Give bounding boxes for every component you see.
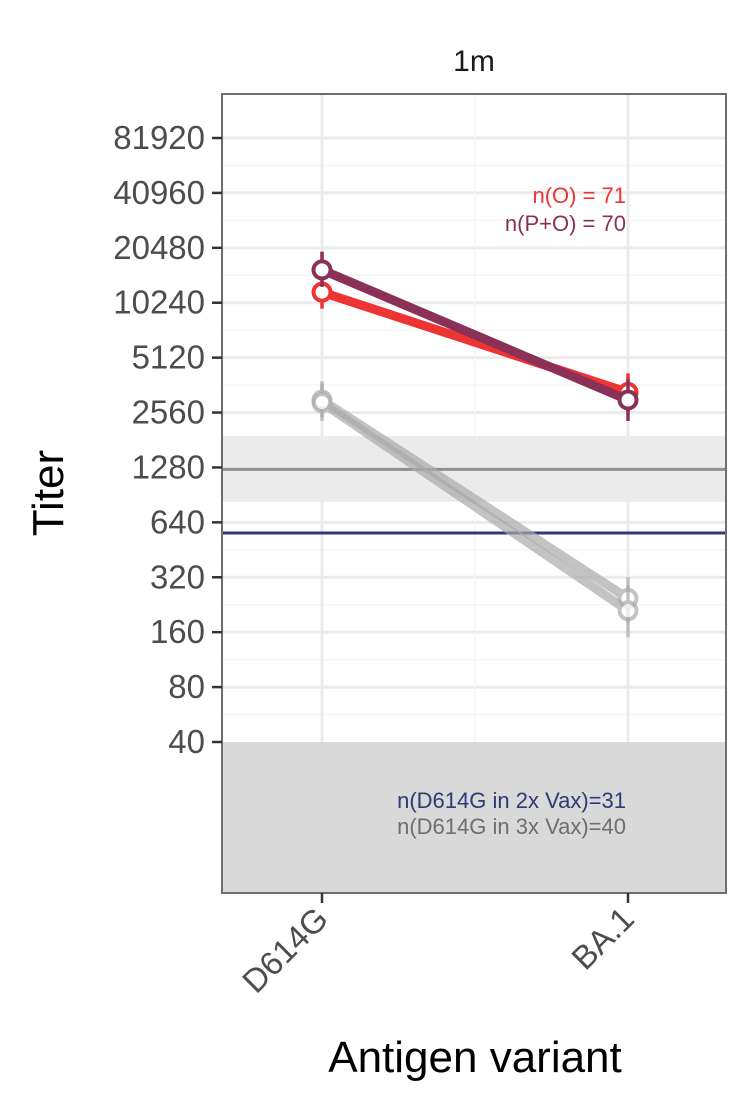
y-axis-title: Titer [24,450,73,536]
series-lines [311,251,639,638]
y-tick-label: 640 [150,503,205,540]
series-line [317,398,633,616]
data-point [311,259,333,281]
data-point [617,600,639,622]
y-tick-label: 20480 [113,229,205,266]
y-tick-label: 80 [168,668,205,705]
series-line [317,265,633,405]
facet-label: 1m [453,45,495,78]
chart-text: 1m Titer Antigen variant n(O) = 71 n(P+O… [24,45,626,1082]
y-tick-label: 160 [150,613,205,650]
y-tick-label: 1280 [132,448,205,485]
panel-border [221,93,727,894]
y-tick-label: 81920 [113,119,205,156]
y-tick-label: 5120 [132,339,205,376]
y-tick-label: 10240 [113,284,205,321]
data-point [617,389,639,411]
data-point [311,392,333,414]
x-tick-label: BA.1 [564,900,641,977]
grid-lines [222,94,726,742]
y-tick-label: 40 [168,723,205,760]
annotation-n-2x-vax: n(D614G in 2x Vax)=31 [397,788,626,813]
series-0 [311,251,639,422]
plot-frame [221,93,727,894]
y-tick-label: 40960 [113,174,205,211]
y-tick-label: 320 [150,558,205,595]
annotation-n-po: n(P+O) = 70 [505,211,626,236]
below-detection-region [222,742,726,893]
annotation-n-3x-vax: n(D614G in 3x Vax)=40 [397,814,626,839]
y-tick-label: 2560 [132,394,205,431]
series-2 [311,383,639,638]
x-tick-label: D614G [235,900,335,1000]
reference-lines [222,436,726,535]
x-axis-title: Antigen variant [328,1033,622,1082]
annotation-n-o: n(O) = 71 [532,183,626,208]
